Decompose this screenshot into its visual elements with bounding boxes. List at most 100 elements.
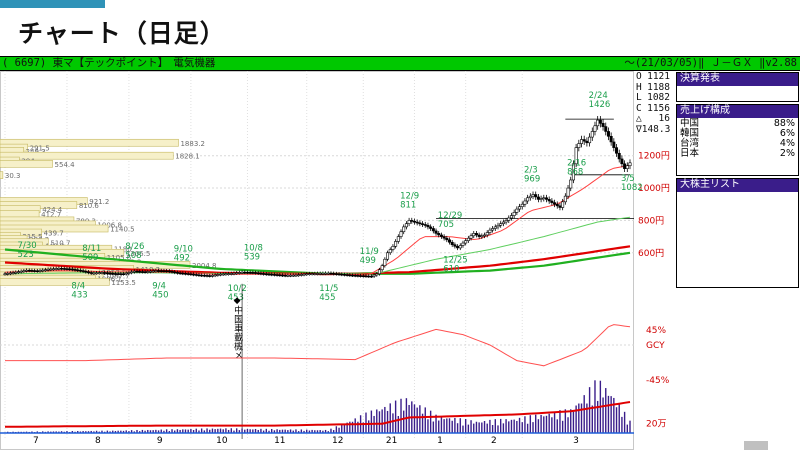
annotation-value: 453 (228, 293, 244, 303)
candle-body (593, 125, 597, 132)
candle-body (523, 200, 527, 205)
volume-profile-label: 1306.5 (126, 250, 151, 258)
candle-body (332, 273, 336, 275)
month-label: 7 (33, 436, 39, 446)
annotation-value: 509 (82, 253, 98, 263)
ohlc-value: 16 (658, 113, 670, 125)
month-label: 2 (491, 436, 497, 446)
candle-body (377, 269, 381, 275)
candle-body (294, 274, 298, 277)
candle-body (299, 274, 303, 276)
annotation-value: 1426 (589, 100, 611, 110)
candle-body (501, 221, 505, 224)
annotation-value: 705 (438, 220, 454, 230)
candle-body (256, 272, 260, 275)
candle-body (38, 270, 42, 272)
candle-body (480, 235, 484, 238)
candle-body (407, 220, 411, 224)
annotation-value: 811 (400, 200, 416, 210)
ohlc-row: ∇ 148.3 (636, 123, 671, 136)
candle-body (186, 273, 190, 275)
candle-body (262, 273, 266, 275)
oscillator-line (5, 324, 631, 367)
candle-body (499, 223, 503, 226)
annotation-value: 868 (567, 168, 583, 178)
candle-body (496, 224, 500, 228)
candle-body (210, 275, 214, 277)
annotation-value: 508 (125, 251, 141, 261)
volume-profile-label: 1828.1 (175, 153, 200, 161)
candle-body (553, 202, 557, 205)
candle-body (224, 273, 228, 276)
candle-body (491, 228, 495, 231)
candle-body (167, 270, 171, 273)
candle-body (154, 270, 158, 272)
volume-profile-label: 921.2 (89, 198, 109, 206)
month-label: 8 (95, 436, 101, 446)
price-tick-label: 1000円 (638, 183, 670, 194)
ohlc-value: 1156 (647, 102, 670, 114)
volume-profile-bar (0, 159, 53, 168)
candle-body (326, 272, 330, 275)
chart-header-bar: ( 6697) 東マ【テックポイント】 電気機器 ～(21/03/05)‖ Ｊ－… (0, 56, 800, 71)
sales-label: 韓国 (680, 128, 700, 139)
annotation-value: 492 (174, 253, 190, 263)
annotation-date: 12/29 (438, 211, 463, 221)
candle-body (561, 201, 565, 208)
candle-body (351, 274, 355, 277)
volume-profile-label: 1883.2 (180, 140, 205, 148)
candle-body (410, 220, 414, 222)
candle-body (596, 119, 600, 127)
candle-body (580, 139, 584, 144)
candle-body (248, 272, 252, 274)
candle-body (175, 272, 179, 274)
candle-body (415, 221, 419, 224)
sales-composition-panel[interactable]: 売上げ構成 中国 88% 韓国 6% 台湾 4% 日本 2% (676, 104, 799, 176)
candle-body (342, 274, 346, 276)
sales-value: 6% (779, 128, 795, 139)
candle-body (264, 273, 268, 276)
candle-body (437, 233, 441, 236)
candle-body (423, 224, 427, 226)
candle-body (388, 249, 392, 254)
candle-body (89, 272, 93, 274)
volume-profile-label: 30.3 (5, 172, 21, 180)
month-label: 21 (386, 436, 397, 446)
candle-body (321, 273, 325, 275)
candle-body (229, 273, 233, 275)
candle-body (181, 272, 185, 275)
candle-body (130, 271, 134, 274)
annotation-value: 1082 (621, 183, 643, 193)
candle-body (119, 273, 123, 275)
month-label: 12 (332, 436, 343, 446)
sales-label: 日本 (680, 148, 700, 159)
candle-body (3, 273, 7, 276)
month-label: 11 (274, 436, 285, 446)
price-tick-label: 800円 (638, 215, 664, 226)
annotation-value: 455 (319, 293, 335, 303)
candle-body (87, 271, 91, 274)
page-title: チャート（日足） (18, 19, 226, 48)
volume-profile-label: 554.4 (55, 161, 76, 169)
sales-panel-title: 売上げ構成 (677, 105, 798, 118)
candle-body (280, 274, 284, 277)
candle-body (590, 131, 594, 138)
candle-body (219, 273, 223, 276)
candle-body (571, 163, 575, 181)
ohlc-value: 148.3 (641, 123, 671, 135)
candle-body (526, 197, 530, 202)
candle-body (531, 194, 535, 197)
candle-body (361, 275, 365, 278)
sales-value: 2% (779, 148, 795, 159)
candle-body (183, 273, 187, 275)
date-range-info: ～(21/03/05)‖ Ｊ－ＧＸ ‖v2.88 (624, 57, 797, 69)
settlement-panel[interactable]: 決算発表 (676, 72, 799, 102)
candle-body (563, 195, 567, 203)
candle-body (78, 269, 82, 272)
candle-body (550, 200, 554, 203)
candle-body (466, 237, 470, 241)
candle-body (534, 194, 538, 198)
shareholders-panel[interactable]: 大株主リスト (676, 178, 799, 288)
annotation-date: 10/2 (228, 284, 247, 294)
candle-body (569, 179, 573, 189)
